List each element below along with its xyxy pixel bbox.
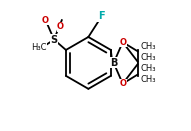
Text: S: S — [50, 35, 58, 45]
Text: O: O — [119, 79, 126, 88]
Text: H₃C: H₃C — [31, 43, 46, 52]
Text: F: F — [98, 11, 105, 21]
Text: O: O — [42, 16, 49, 25]
Text: O: O — [57, 22, 64, 31]
Text: O: O — [119, 38, 126, 47]
Text: CH₃: CH₃ — [141, 75, 156, 84]
Text: B: B — [110, 58, 117, 68]
Text: CH₃: CH₃ — [141, 42, 156, 51]
Text: CH₃: CH₃ — [141, 64, 156, 73]
Text: CH₃: CH₃ — [141, 53, 156, 62]
